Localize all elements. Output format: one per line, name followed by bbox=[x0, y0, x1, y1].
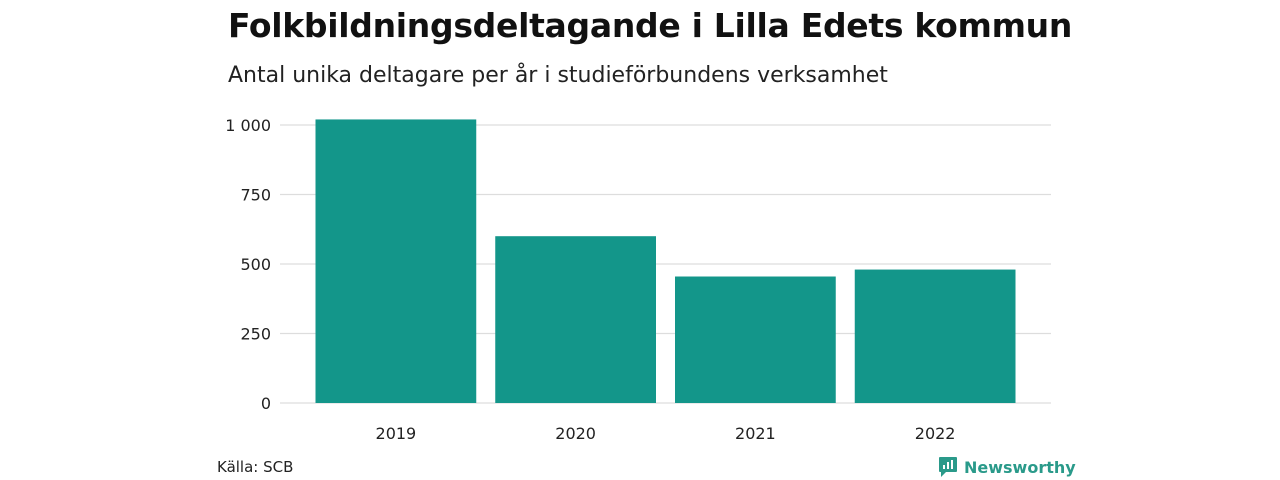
bar bbox=[675, 276, 836, 403]
x-tick-label: 2022 bbox=[915, 424, 956, 443]
y-tick-label: 250 bbox=[240, 325, 271, 344]
newsworthy-logo-icon bbox=[939, 457, 957, 477]
y-tick-label: 500 bbox=[240, 255, 271, 274]
chart-subtitle: Antal unika deltagare per år i studieför… bbox=[228, 63, 888, 88]
chart-title: Folkbildningsdeltagande i Lilla Edets ko… bbox=[228, 6, 1073, 45]
x-tick-label: 2021 bbox=[735, 424, 776, 443]
y-tick-label: 1 000 bbox=[225, 116, 271, 135]
x-tick-label: 2020 bbox=[555, 424, 596, 443]
y-tick-label: 750 bbox=[240, 186, 271, 205]
brand-name: Newsworthy bbox=[964, 457, 1076, 477]
bar bbox=[315, 119, 477, 403]
y-tick-label: 0 bbox=[261, 394, 271, 413]
brand-logo: Newsworthy bbox=[938, 455, 1076, 479]
source-label: Källa: SCB bbox=[217, 458, 294, 476]
x-tick-label: 2019 bbox=[376, 424, 417, 443]
bar bbox=[495, 236, 656, 403]
bar bbox=[854, 269, 1016, 403]
